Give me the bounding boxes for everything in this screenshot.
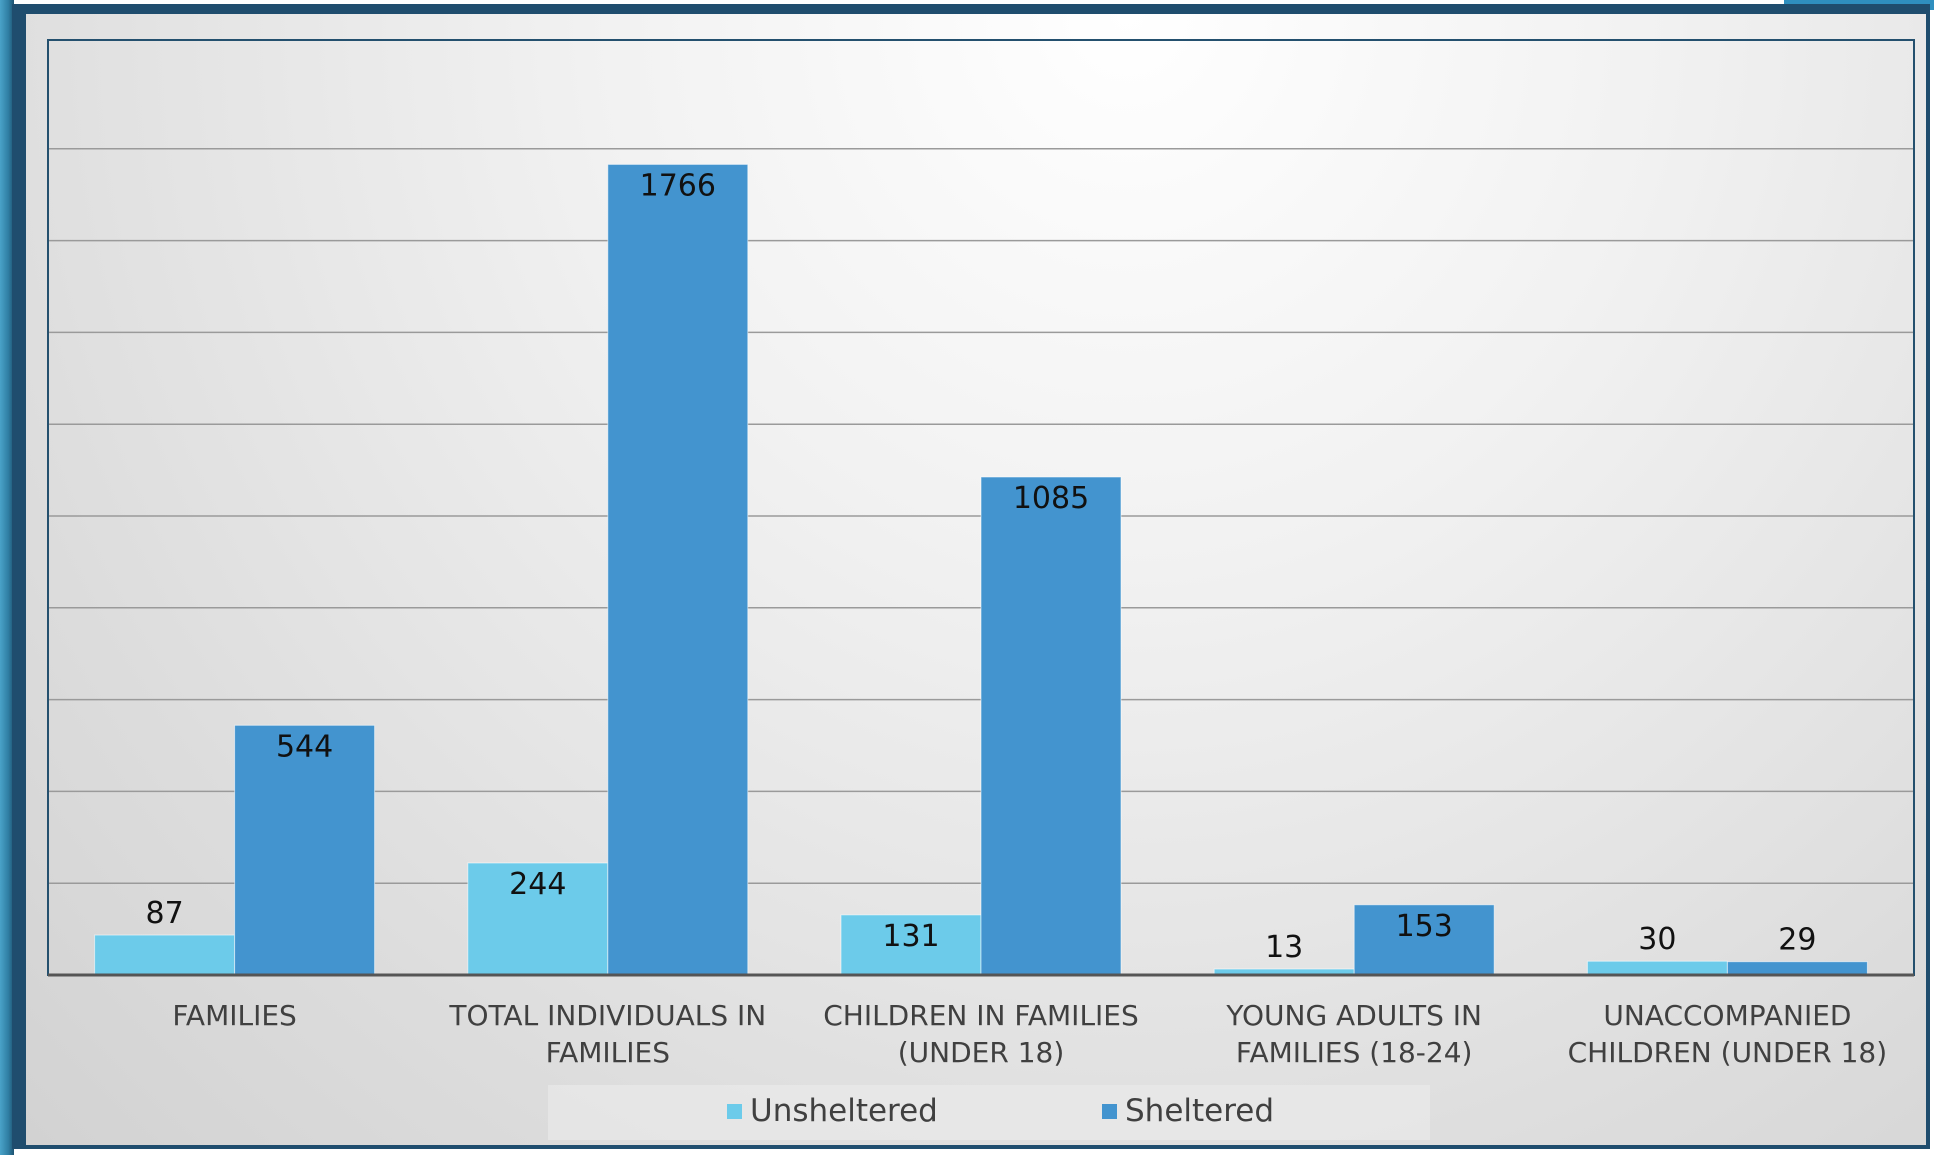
data-label: 1085 [1013,481,1089,516]
bars [94,163,1868,976]
data-label: 29 [1778,923,1816,958]
category-labels: FAMILIES TOTAL INDIVIDUALS IN FAMILIES CHIL… [172,999,1887,1069]
bar-unsheltered [94,934,236,976]
data-label: 544 [276,729,333,764]
legend-swatch-sheltered [1102,1103,1117,1119]
legend-label-sheltered: Sheltered [1125,1093,1275,1129]
data-label: 30 [1638,922,1676,957]
legend-swatch-unsheltered [727,1103,742,1119]
legend-item-unsheltered: Unsheltered [727,1093,938,1129]
data-label: 131 [882,919,939,954]
data-label: 244 [509,867,566,902]
bar-sheltered [980,476,1122,976]
category-label: UNACCOMPANIED [1603,999,1851,1032]
category-label: TOTAL INDIVIDUALS IN [448,999,766,1032]
bar-unsheltered [840,914,982,976]
legend [548,1085,1430,1140]
bar-sheltered [607,163,749,976]
category-label: FAMILIES [172,999,296,1032]
data-label: 153 [1396,909,1453,944]
bar-sheltered [1353,904,1495,976]
category-label: FAMILIES [546,1036,670,1069]
category-label: YOUNG ADULTS IN [1225,999,1482,1032]
legend-label-unsheltered: Unsheltered [750,1093,938,1129]
bar-sheltered [1726,961,1868,976]
category-label: FAMILIES (18-24) [1236,1036,1473,1069]
slide-left-border [0,0,14,1155]
data-label: 1766 [640,168,716,203]
category-label: (UNDER 18) [898,1036,1065,1069]
bar-unsheltered [1586,960,1728,976]
legend-item-sheltered: Sheltered [1102,1093,1274,1129]
bar-sheltered [234,724,376,976]
data-label: 13 [1265,930,1303,965]
data-label: 87 [146,896,184,931]
bar-unsheltered [467,862,609,976]
category-label: CHILDREN (UNDER 18) [1568,1036,1888,1069]
category-label: CHILDREN IN FAMILIES [823,999,1139,1032]
data-labels: 87 544 244 1766 131 1085 13 153 30 29 [146,168,1817,965]
